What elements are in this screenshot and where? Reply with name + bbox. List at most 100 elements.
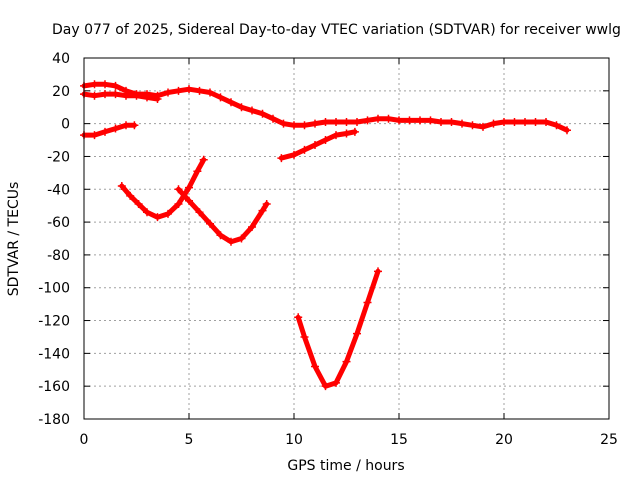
data-point [258, 206, 267, 215]
data-point [294, 313, 303, 322]
data-point [552, 121, 561, 130]
y-axis-label: SDTVAR / TECUs [6, 182, 22, 297]
data-point [321, 382, 330, 391]
data-point [122, 91, 130, 100]
data-point [90, 80, 99, 89]
y-tick-label: -40 [47, 182, 70, 198]
series-arc-5 [174, 185, 271, 246]
data-point [447, 117, 456, 126]
data-point [153, 213, 162, 222]
data-point [101, 80, 109, 89]
data-point [143, 208, 151, 217]
plot-frame [83, 57, 610, 420]
data-point [277, 154, 286, 163]
data-point [117, 181, 126, 190]
y-tick-label: 20 [52, 84, 70, 100]
data-point [111, 81, 120, 90]
x-axis-ticks: 0 5 10 15 20 25 [80, 58, 618, 448]
data-point [500, 117, 508, 126]
data-point [101, 127, 109, 136]
y-tick-label: -100 [38, 281, 70, 297]
data-point [479, 122, 487, 131]
data-point [248, 106, 256, 115]
data-point [332, 378, 340, 387]
data-point [126, 191, 135, 200]
data-point [426, 116, 435, 125]
data-point [134, 200, 143, 209]
data-point [405, 116, 414, 125]
y-axis-ticks: 40 20 0 -20 -40 -60 -80 -100 -120 -140 -160 -180 [38, 51, 609, 428]
data-point [237, 103, 246, 112]
data-point [164, 88, 172, 97]
y-tick-label: -140 [38, 346, 70, 362]
data-point [279, 119, 288, 128]
data-point [374, 267, 382, 276]
chart-title: Day 077 of 2025, Sidereal Day-to-day VTE… [52, 22, 621, 38]
data-point [206, 219, 214, 228]
series-arc-1 [80, 80, 571, 135]
data-point [300, 332, 309, 341]
data-point [101, 90, 109, 99]
data-point [332, 117, 340, 126]
data-point [510, 117, 519, 126]
data-point [185, 85, 193, 94]
data-point [122, 121, 130, 130]
data-point [563, 126, 571, 135]
data-point [111, 90, 120, 99]
data-point [300, 145, 309, 154]
data-point [531, 117, 540, 126]
data-point [290, 150, 298, 159]
data-point [311, 362, 319, 371]
data-point [199, 155, 208, 164]
data-point [542, 117, 550, 126]
data-series [80, 80, 571, 391]
y-tick-label: 0 [61, 117, 70, 133]
data-point [353, 329, 361, 338]
data-point [216, 93, 225, 102]
data-point [395, 116, 403, 125]
data-point [332, 131, 340, 140]
data-point [132, 91, 141, 100]
data-point [384, 114, 393, 123]
x-axis-label: GPS time / hours [287, 458, 404, 474]
data-point [416, 116, 424, 125]
y-tick-label: -60 [47, 215, 70, 231]
data-point [174, 86, 183, 95]
y-tick-label: -80 [47, 248, 70, 264]
data-point [130, 121, 139, 130]
data-point [143, 93, 151, 102]
data-point [185, 196, 193, 205]
y-tick-label: -160 [38, 379, 70, 395]
series-line [81, 122, 137, 138]
data-point [311, 119, 319, 128]
data-point [153, 95, 162, 104]
data-point [237, 234, 246, 243]
series-arc-6 [277, 127, 359, 163]
data-point [269, 114, 277, 123]
data-point [90, 91, 99, 100]
y-tick-label: 40 [52, 51, 70, 67]
data-point [174, 185, 183, 194]
data-point [195, 208, 204, 217]
data-point [437, 117, 445, 126]
data-point [321, 117, 330, 126]
y-tick-label: -120 [38, 314, 70, 330]
data-point [374, 114, 382, 123]
y-tick-label: -180 [38, 412, 70, 428]
data-point [300, 121, 309, 130]
data-point [111, 124, 120, 133]
y-tick-label: -20 [47, 149, 70, 165]
data-point [311, 140, 319, 149]
data-point [363, 298, 372, 307]
data-point [195, 86, 204, 95]
x-tick-label: 15 [390, 432, 408, 448]
series-line [176, 186, 270, 245]
series-line [295, 268, 381, 389]
data-point [342, 357, 351, 366]
data-point [206, 88, 214, 97]
x-tick-label: 5 [185, 432, 194, 448]
data-point [258, 109, 267, 118]
data-point [248, 223, 256, 232]
data-point [227, 98, 235, 107]
